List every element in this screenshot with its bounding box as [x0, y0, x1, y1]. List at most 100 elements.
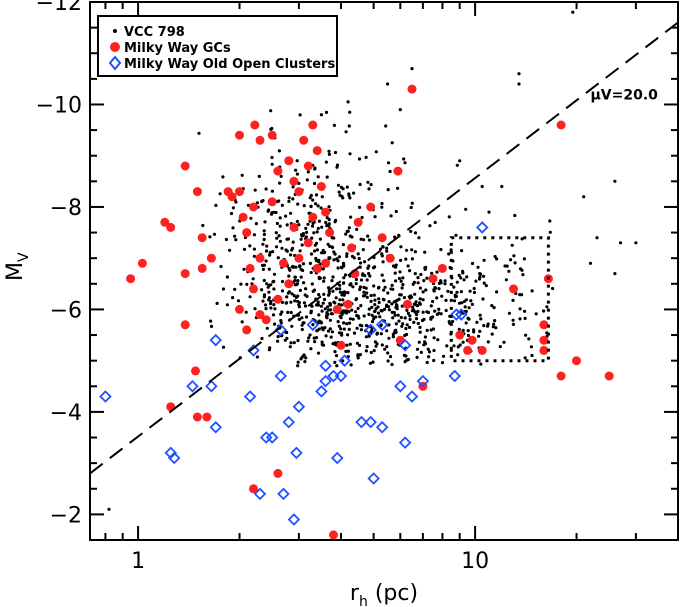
vcc798-point	[349, 282, 353, 286]
vcc798-point	[329, 308, 333, 312]
milky-way-gc-point	[267, 197, 277, 207]
vcc798-point	[422, 279, 426, 283]
vcc798-point	[344, 309, 348, 313]
milky-way-gc-point	[197, 233, 207, 243]
vcc798-point	[369, 350, 373, 355]
vcc798-point	[316, 175, 320, 179]
vcc798-point	[474, 279, 478, 283]
x-tick-label: 10	[461, 549, 489, 574]
vcc798-point	[372, 293, 376, 297]
vcc798-point	[338, 290, 342, 294]
vcc798-point	[306, 170, 310, 174]
milky-way-gc-point	[180, 269, 190, 279]
vcc798-point	[267, 267, 271, 271]
vcc798-point	[264, 307, 268, 311]
milky-way-gc-point	[428, 274, 438, 284]
vcc798-point	[289, 300, 293, 304]
vcc798-point	[279, 174, 283, 178]
vcc798-point	[240, 320, 244, 324]
milky-way-gc-point	[289, 222, 299, 232]
milky-way-gc-point	[238, 212, 248, 222]
milky-way-oc-point	[450, 308, 463, 321]
milky-way-oc-point	[282, 415, 296, 429]
vcc798-point	[394, 209, 398, 214]
vcc798-point	[425, 310, 429, 314]
y-tick-label: −8	[50, 196, 82, 221]
vcc798-point	[296, 299, 300, 303]
vcc798-point	[341, 187, 345, 191]
vcc798-point	[334, 343, 338, 347]
milky-way-gc-point	[316, 182, 326, 191]
vcc798-point	[387, 300, 391, 304]
vcc798-point	[345, 343, 349, 347]
vcc798-point	[228, 248, 232, 252]
vcc798-point	[301, 321, 305, 325]
vcc798-point	[266, 209, 270, 213]
vcc798-point	[342, 321, 346, 325]
vcc798-point	[472, 286, 476, 291]
milky-way-gc-point	[312, 146, 322, 156]
vcc798-point	[495, 257, 499, 261]
vcc798-point	[334, 296, 338, 300]
vcc798-point	[370, 328, 374, 332]
vcc798-point	[327, 286, 331, 290]
vcc798-point	[348, 342, 352, 346]
vcc798-point	[304, 226, 308, 230]
vcc798-point	[431, 299, 435, 304]
vcc798-point	[331, 236, 335, 240]
vcc798-point	[322, 297, 327, 302]
vcc798-point	[296, 364, 300, 368]
milky-way-gc-point	[385, 253, 395, 263]
vcc798-point	[500, 184, 504, 189]
vcc798-point	[419, 350, 423, 354]
vcc798-point	[482, 324, 486, 328]
vcc798-point	[278, 239, 282, 243]
vcc798-point	[382, 279, 386, 283]
vcc798-point	[518, 307, 522, 311]
vcc798-point	[482, 281, 486, 285]
vcc798-point	[613, 272, 617, 276]
vcc798-point	[513, 213, 517, 218]
vcc798-point	[465, 275, 469, 279]
vcc798-point	[362, 238, 366, 242]
vcc798-point	[464, 309, 468, 313]
vcc798-point	[284, 248, 288, 252]
vcc798-point	[367, 238, 371, 242]
vcc798-point	[509, 258, 513, 262]
milky-way-gc-point	[393, 166, 403, 176]
milky-way-gc-point	[329, 530, 338, 540]
vcc798-point	[298, 288, 302, 292]
vcc798-point	[201, 223, 205, 228]
vcc798-point	[551, 286, 555, 291]
vcc798-point	[344, 349, 348, 353]
vcc798-point	[442, 354, 446, 358]
vcc798-point	[274, 245, 279, 249]
vcc798-point	[364, 155, 368, 159]
milky-way-oc-point	[167, 451, 181, 465]
vcc798-point	[309, 309, 313, 313]
milky-way-gc-point	[366, 202, 376, 212]
vcc798-point	[511, 298, 515, 302]
vcc798-point	[342, 293, 346, 297]
vcc798-point	[582, 195, 586, 199]
vcc798-point	[336, 266, 340, 270]
vcc798-point	[369, 183, 373, 187]
vcc798-point	[455, 280, 459, 284]
vcc798-point	[480, 184, 484, 189]
milky-way-oc-point	[331, 451, 344, 465]
vcc798-point	[292, 294, 296, 298]
vcc798-point	[435, 312, 439, 316]
vcc798-point	[347, 124, 351, 128]
vcc798-point	[231, 296, 235, 300]
vcc798-point	[271, 313, 276, 317]
vcc798-point	[407, 325, 412, 329]
vcc798-point	[314, 202, 318, 206]
vcc798-point	[426, 347, 430, 351]
vcc798-point	[319, 206, 323, 210]
vcc798-point	[265, 326, 269, 330]
milky-way-gc-point	[336, 340, 346, 350]
vcc798-point	[279, 319, 283, 323]
vcc798-point	[270, 162, 274, 166]
vcc798-point	[380, 343, 384, 347]
vcc798-point	[326, 242, 330, 246]
